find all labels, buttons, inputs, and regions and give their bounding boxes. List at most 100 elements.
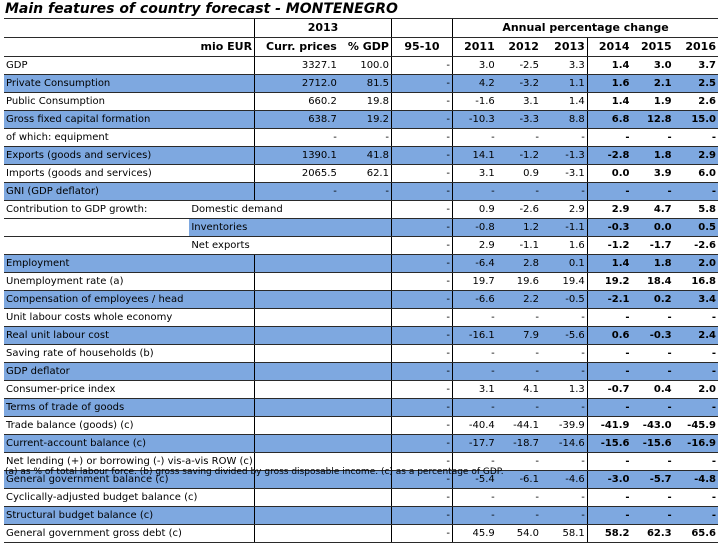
pct-gdp-cell: [338, 398, 392, 417]
row-label: GDP: [4, 56, 255, 75]
row-label: Exports (goods and services): [4, 146, 255, 165]
value-cell: -: [540, 362, 588, 381]
value-cell: -6.6: [452, 290, 497, 309]
value-cell: -1.1: [496, 236, 541, 255]
value-cell: -: [452, 488, 497, 507]
value-cell: 62.3: [631, 524, 674, 543]
table-row: Consumer-price index -3.1 4.1 1.3 -0.7 0.4 2.0: [4, 380, 718, 399]
pct-gdp-cell: [338, 506, 392, 525]
value-cell: 3.0: [631, 56, 674, 75]
curr-prices-header: Curr. prices: [254, 37, 339, 57]
period-cell: -: [390, 452, 453, 471]
value-cell: 2.0: [673, 254, 718, 273]
value-cell: 19.6: [496, 272, 541, 291]
value-cell: -: [540, 398, 588, 417]
period-cell: -: [390, 470, 453, 489]
value-cell: -3.2: [496, 74, 541, 93]
period-cell: -: [390, 290, 453, 309]
value-cell: -0.3: [586, 218, 632, 237]
page-title: Main features of country forecast - MONT…: [5, 1, 398, 17]
value-cell: -: [586, 488, 632, 507]
value-cell: 1.2: [496, 218, 541, 237]
value-cell: 2.1: [631, 74, 674, 93]
value-cell: -: [631, 506, 674, 525]
value-cell: 5.8: [673, 200, 718, 219]
value-cell: -: [496, 344, 541, 363]
curr-prices-cell: 2712.0: [254, 74, 339, 93]
value-cell: -15.6: [631, 434, 674, 453]
period-cell: -: [390, 218, 453, 237]
value-cell: 19.4: [540, 272, 588, 291]
value-cell: 1.3: [540, 380, 588, 399]
value-cell: 0.6: [586, 326, 632, 345]
pct-gdp-cell: 19.2: [338, 110, 392, 129]
value-cell: 1.4: [586, 56, 632, 75]
table-row: Trade balance (goods) (c) - -40.4 -44.1 -39.…: [4, 416, 718, 435]
value-cell: -4.6: [540, 470, 588, 489]
value-cell: -: [452, 398, 497, 417]
pct-gdp-cell: 41.8: [338, 146, 392, 165]
value-cell: 15.0: [673, 110, 718, 129]
value-cell: -0.8: [452, 218, 497, 237]
row-label: Unit labour costs whole economy: [4, 308, 255, 327]
curr-prices-cell: [254, 308, 339, 327]
value-cell: 58.1: [540, 524, 588, 543]
table-row: GDP 3327.1 100.0-3.0 -2.5 3.3 1.4 3.0 3.7: [4, 56, 718, 75]
pct-gdp-cell: [338, 362, 392, 381]
value-cell: -1.2: [586, 236, 632, 255]
period-cell: -: [390, 146, 453, 165]
value-cell: 2.9: [540, 200, 588, 219]
value-cell: -16.9: [673, 434, 718, 453]
row-label: of which: equipment: [4, 128, 255, 147]
table-row: Employment - -6.4 2.8 0.1 1.4 1.8 2.0: [4, 254, 718, 273]
table-row: Current-account balance (c) - -17.7 -18.7 -1…: [4, 434, 718, 453]
value-cell: -: [631, 182, 674, 201]
value-cell: 3.1: [452, 164, 497, 183]
value-cell: -: [631, 362, 674, 381]
value-cell: -4.8: [673, 470, 718, 489]
value-cell: -: [673, 308, 718, 327]
value-cell: 65.6: [673, 524, 718, 543]
value-cell: -: [540, 128, 588, 147]
table-row: Contribution to GDP growth: Domestic dema…: [4, 200, 718, 219]
value-cell: -1.2: [496, 146, 541, 165]
value-cell: 2.9: [586, 200, 632, 219]
table-row: Compensation of employees / head - -6.6 2.2…: [4, 290, 718, 309]
row-label: Current-account balance (c): [4, 434, 255, 453]
value-cell: 0.9: [496, 164, 541, 183]
value-cell: -: [496, 362, 541, 381]
value-cell: 18.4: [631, 272, 674, 291]
row-label: GDP deflator: [4, 362, 255, 381]
value-cell: 2.4: [673, 326, 718, 345]
value-cell: -: [540, 488, 588, 507]
value-cell: 16.8: [673, 272, 718, 291]
year-header: 2014: [586, 37, 632, 57]
pct-gdp-cell: 100.0: [338, 56, 392, 75]
value-cell: -: [631, 452, 674, 471]
row-label: Gross fixed capital formation: [4, 110, 255, 129]
value-cell: -1.1: [540, 218, 588, 237]
value-cell: 2.8: [496, 254, 541, 273]
value-cell: -: [586, 182, 632, 201]
pct-gdp-cell: [338, 524, 392, 543]
annual-change-header: Annual percentage change: [452, 18, 718, 38]
pct-gdp-cell: [338, 470, 392, 489]
pct-gdp-cell: -: [338, 128, 392, 147]
value-cell: 3.7: [673, 56, 718, 75]
value-cell: 2.0: [673, 380, 718, 399]
value-cell: -1.6: [452, 92, 497, 111]
value-cell: -14.6: [540, 434, 588, 453]
value-cell: 2.9: [452, 236, 497, 255]
curr-prices-cell: [254, 398, 339, 417]
value-cell: -: [673, 128, 718, 147]
pct-gdp-cell: [338, 452, 392, 471]
value-cell: -2.8: [586, 146, 632, 165]
row-sublabel: Domestic demand: [189, 200, 392, 219]
value-cell: 19.2: [586, 272, 632, 291]
row-sublabel: Inventories: [189, 218, 392, 237]
table-row: GDP deflator - - - - - - -: [4, 362, 718, 381]
value-cell: 3.1: [496, 92, 541, 111]
value-cell: -0.5: [540, 290, 588, 309]
curr-prices-cell: 2065.5: [254, 164, 339, 183]
row-label: Compensation of employees / head: [4, 290, 255, 309]
